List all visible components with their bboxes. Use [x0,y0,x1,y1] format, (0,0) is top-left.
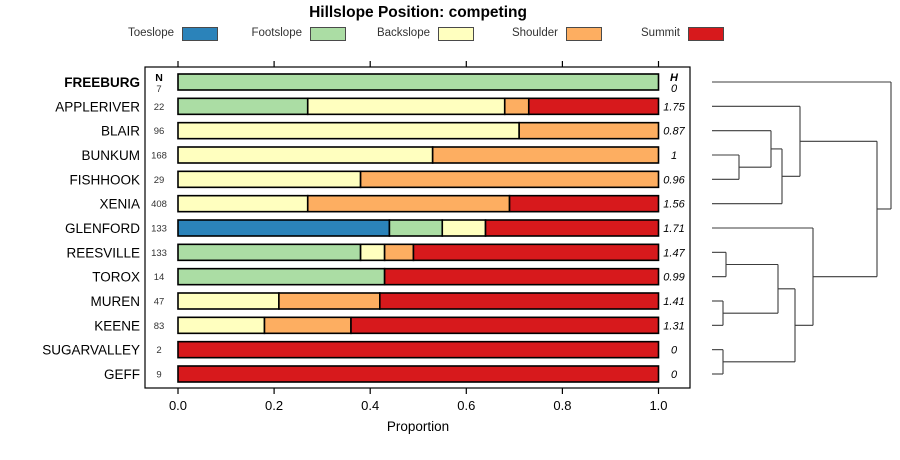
row-label: XENIA [99,197,140,212]
legend-label-shoulder: Shoulder [511,27,558,39]
bar-segment-backslope [177,146,434,164]
legend: Toeslope Footslope Backslope Shoulder Summit [0,0,900,46]
n-column-header: N [155,72,163,84]
bar-segment-shoulder [383,243,415,262]
bar-segment-summit [177,365,660,383]
n-value: 133 [151,223,167,234]
bar-segment-footslope [388,219,444,237]
n-value: 9 [156,369,161,380]
row-label: GLENFORD [65,221,140,236]
bar-segment-shoulder [518,121,660,140]
h-value: 1.56 [663,199,685,211]
h-value: 0 [671,345,678,357]
bar-segment-backslope [177,170,362,189]
legend-label-summit: Summit [641,27,680,39]
axis-tick-label: 0.8 [553,398,571,413]
row-label: BLAIR [101,124,140,139]
row-label: GEFF [104,367,140,382]
axis-tick-label: 0.0 [169,398,187,413]
bar-segment-backslope [359,243,386,262]
legend-swatch-backslope [438,27,474,41]
chart-title: Hillslope Position: competing [309,4,527,21]
bar-segment-summit [412,243,660,262]
bar-segment-footslope [177,97,309,116]
axis-tick-label: 0.4 [361,398,379,413]
n-value: 47 [154,296,165,307]
row-label: APPLERIVER [55,99,140,114]
h-value: 1.75 [663,101,685,113]
row-label: SUGARVALLEY [42,343,140,358]
axis-tick-label: 0.6 [457,398,475,413]
n-value: 29 [154,175,165,186]
row-label: BUNKUM [81,148,140,163]
bar-segment-summit [484,219,660,237]
legend-label-toeslope: Toeslope [127,27,174,39]
row-label: MUREN [91,294,141,309]
axis-tick-label: 1.0 [649,398,667,413]
bar-segment-shoulder [306,194,511,213]
n-value: 22 [154,102,165,113]
n-value: 133 [151,248,167,259]
bar-segment-shoulder [359,170,660,189]
legend-swatch-shoulder [566,27,602,41]
n-value: 2 [156,345,161,356]
bar-segment-shoulder [263,316,352,335]
bar-segment-summit [177,340,660,359]
bar-segment-backslope [177,121,520,140]
h-value: 1.47 [663,247,685,259]
legend-swatch-summit [688,27,724,41]
row-label: FISHHOOK [69,172,140,187]
legend-swatch-footslope [310,27,346,41]
row-label: REESVILLE [66,245,140,260]
bar-segment-backslope [177,194,309,213]
bar-segment-summit [383,267,660,286]
bar-segment-summit [508,194,660,213]
legend-label-backslope: Backslope [376,27,430,39]
bar-segment-backslope [441,219,487,237]
n-value: 408 [151,199,167,210]
n-value: 83 [154,321,165,332]
n-value: 14 [154,272,165,283]
h-value: 0.87 [663,126,685,138]
bar-segment-summit [527,97,660,116]
bar-segment-backslope [177,316,266,335]
axis-tick-label: 0.2 [265,398,283,413]
n-value: 96 [154,126,165,137]
row-label: TOROX [92,270,140,285]
axis-title: Proportion [387,419,449,434]
bar-segment-shoulder [278,292,381,310]
n-value: 7 [156,84,161,95]
n-value: 168 [151,150,167,161]
bar-segment-footslope [177,243,362,262]
h-column-header: H [670,72,679,84]
h-value: 0 [671,369,678,381]
bar-segment-shoulder [431,146,660,164]
h-value: 0.96 [663,174,685,186]
h-value: 0.99 [663,272,684,284]
row-label: FREEBURG [64,75,140,90]
legend-label-footslope: Footslope [251,27,302,39]
h-value: 1.71 [663,223,684,235]
h-value: 1 [671,150,677,162]
bar-segment-footslope [177,73,660,91]
bar-segment-backslope [177,292,280,310]
bar-segment-footslope [177,267,386,286]
h-value: 0 [671,83,678,95]
bar-segment-shoulder [503,97,530,116]
h-value: 1.31 [663,320,684,332]
bar-segment-summit [350,316,660,335]
bar-segment-toeslope [177,219,391,237]
h-value: 1.41 [663,296,684,308]
bar-segment-summit [379,292,660,310]
legend-swatch-toeslope [182,27,218,41]
row-label: KEENE [94,318,140,333]
bar-segment-backslope [306,97,506,116]
